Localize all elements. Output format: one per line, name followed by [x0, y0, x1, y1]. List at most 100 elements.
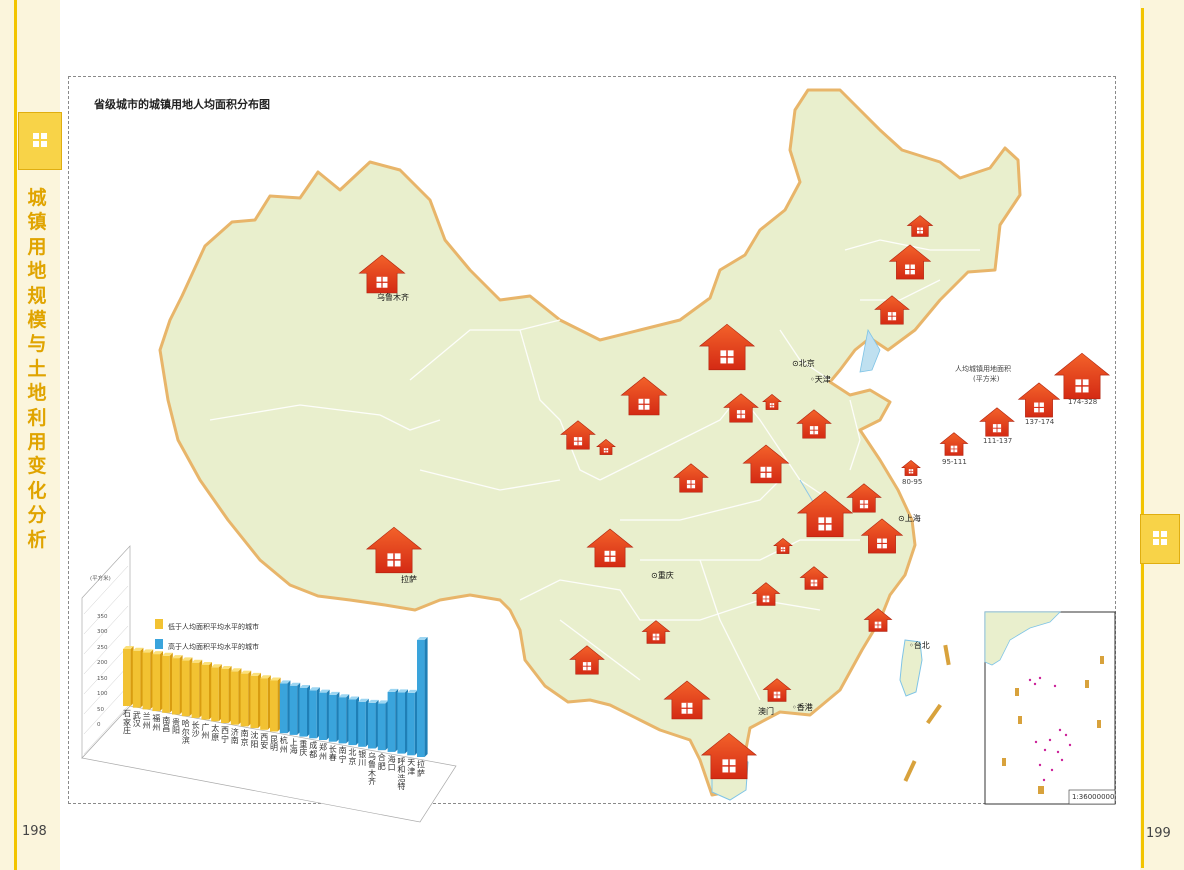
house-symbol-icon — [796, 490, 854, 538]
city-label-urumqi: 乌鲁木齐 — [377, 293, 409, 302]
house-symbol-icon — [700, 732, 758, 780]
bar-乌鲁木齐 — [368, 699, 379, 749]
bar-label: 南 京 — [240, 729, 249, 747]
bar-重庆 — [299, 685, 310, 737]
right-chapter-tab[interactable] — [1140, 514, 1180, 564]
legend-class-4: 137-174 — [1025, 418, 1055, 426]
y-tick-label: 250 — [97, 644, 108, 651]
chapter-title-char: 地 — [27, 382, 47, 405]
bar-济南 — [230, 668, 242, 725]
bar-长春 — [328, 691, 340, 742]
bar-label: 哈 尔 滨 — [181, 719, 190, 746]
city-label-tianjin: ◦天津 — [810, 375, 831, 384]
chapter-vertical-title: 城镇用地规模与土地利用变化分析 — [22, 186, 52, 552]
house-symbol-icon — [762, 678, 792, 702]
bar-呼和浩特 — [397, 689, 408, 754]
bar-海口 — [387, 688, 399, 752]
bar-郑州 — [319, 689, 330, 740]
house-symbol-icon — [1017, 382, 1061, 418]
house-symbol-icon — [863, 608, 893, 632]
chart-gridline — [83, 665, 129, 715]
house-symbol-icon — [751, 582, 781, 606]
house-symbol-icon — [796, 409, 832, 439]
chapter-title-char: 镇 — [27, 211, 47, 234]
left-page-number: 198 — [22, 824, 47, 839]
house-symbol-icon — [673, 463, 709, 493]
bar-银川 — [358, 698, 369, 747]
bar-南宁 — [338, 694, 350, 744]
chapter-title-char: 用 — [27, 235, 47, 258]
bar-label: 天 津 — [407, 758, 416, 776]
bar-天津 — [407, 689, 418, 756]
bar-label: 贵 阳 — [172, 717, 180, 735]
house-symbol-icon — [901, 460, 921, 476]
bar-label: 福 州 — [152, 714, 161, 732]
chapter-title-char: 规 — [27, 284, 47, 307]
bar-沈阳 — [250, 672, 261, 729]
y-tick-label: 300 — [97, 629, 108, 635]
house-symbol-icon — [641, 620, 671, 644]
y-tick-label: 150 — [97, 675, 108, 682]
house-symbol-icon — [939, 432, 969, 456]
bar-武汉 — [132, 647, 144, 708]
chapter-title-char: 与 — [27, 333, 47, 356]
legend-class-3: 111-137 — [983, 437, 1013, 445]
left-chapter-tab[interactable] — [18, 112, 62, 170]
right-margin-rule — [1141, 8, 1144, 868]
chapter-title-char: 分 — [27, 504, 47, 527]
right-page-number: 199 — [1146, 826, 1171, 841]
bar-label: 重 庆 — [299, 739, 308, 758]
house-symbol-icon — [762, 394, 782, 410]
house-symbol-icon — [560, 420, 596, 450]
chapter-title-char: 地 — [27, 260, 47, 283]
bar-石家庄 — [123, 646, 134, 706]
house-symbol-icon — [1053, 352, 1111, 400]
bar-label: 西 安 — [260, 732, 269, 751]
bar-label: 银 川 — [358, 749, 367, 768]
chart-legend-high: 高于人均面积平均水平的城市 — [168, 643, 259, 651]
legend-class-5: 174-328 — [1068, 398, 1098, 406]
chapter-title-char: 利 — [27, 406, 47, 429]
bar-label: 郑 州 — [319, 743, 327, 761]
house-symbol-icon — [569, 645, 605, 675]
bar-label: 广 州 — [201, 722, 210, 741]
bar-贵阳 — [172, 655, 183, 715]
bar-label: 杭 州 — [279, 736, 288, 754]
house-symbol-icon — [742, 444, 790, 484]
bar-label: 合 肥 — [377, 753, 386, 771]
right-page-margin — [1140, 0, 1184, 870]
chapter-title-char: 变 — [27, 455, 47, 478]
house-symbol-icon — [860, 518, 904, 554]
legend-class-1: 80-95 — [902, 478, 923, 486]
bar-label: 乌 鲁 木 齐 — [368, 751, 376, 786]
house-symbol-icon — [723, 393, 759, 423]
legend-title: 人均城镇用地面积 — [955, 365, 1011, 373]
bar-兰州 — [142, 649, 154, 710]
left-margin-rule — [14, 0, 17, 870]
bar-福州 — [152, 651, 163, 712]
bar-广州 — [201, 662, 212, 720]
house-symbol-icon — [663, 680, 711, 720]
bar-label: 成 都 — [309, 741, 318, 759]
city-label-beijing: ⊙北京 — [792, 359, 815, 368]
bar-label: 南 昌 — [162, 715, 171, 734]
bar-南昌 — [162, 652, 173, 713]
bar-label: 昆 明 — [270, 734, 278, 752]
house-symbol-icon — [620, 376, 668, 416]
inset-scale: 1:36000000 — [1072, 793, 1115, 801]
map-title: 省级城市的城镇用地人均面积分布图 — [94, 98, 270, 111]
bar-合肥 — [377, 700, 389, 751]
bar-昆明 — [270, 677, 281, 732]
legend-unit: (平方米) — [973, 375, 1000, 383]
bar-label: 北 京 — [348, 748, 357, 766]
bar-杭州 — [279, 680, 291, 734]
bar-南京 — [240, 670, 252, 727]
chart-gridline — [83, 685, 129, 735]
house-symbol-icon — [365, 526, 423, 574]
chapter-title-char: 化 — [27, 479, 47, 502]
grid-icon — [1153, 531, 1167, 545]
chapter-title-char: 城 — [27, 187, 47, 209]
chart-gridline — [83, 705, 129, 755]
bar-label: 兰 州 — [142, 712, 151, 730]
